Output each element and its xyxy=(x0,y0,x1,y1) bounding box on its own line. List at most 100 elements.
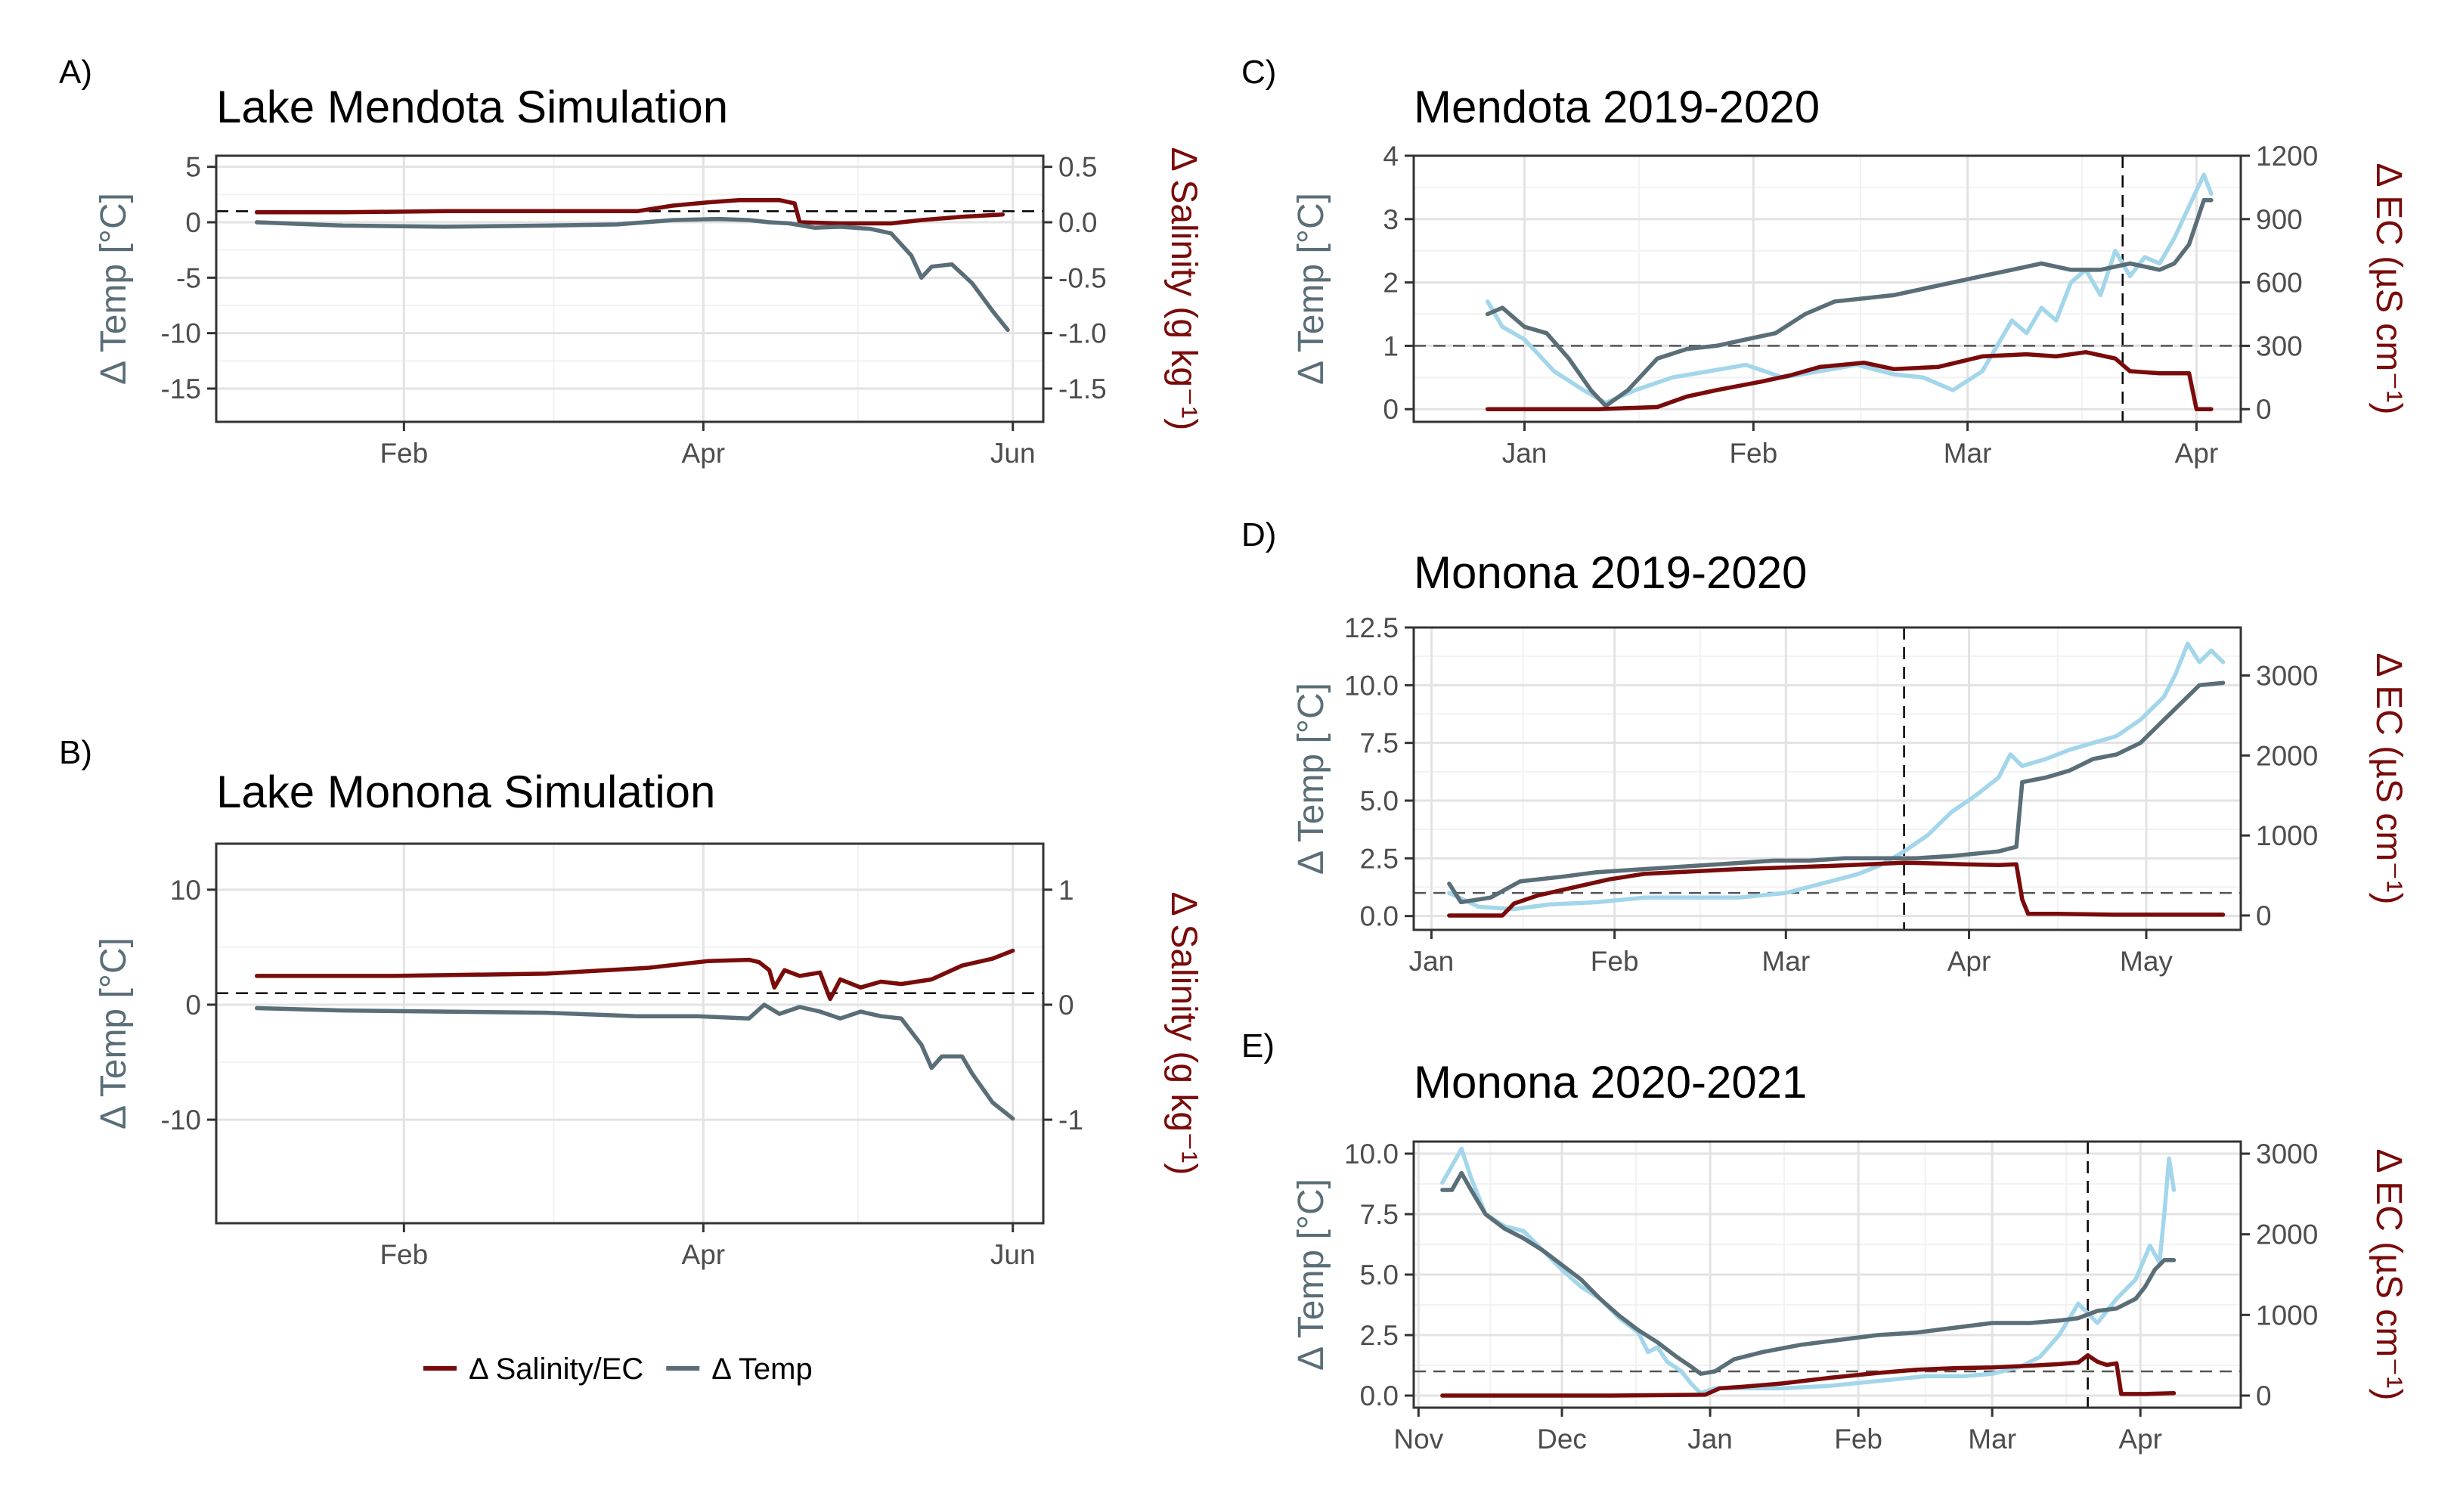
left-tick-label: 1 xyxy=(1383,330,1399,361)
x-tick-label: May xyxy=(2120,946,2173,977)
plot-frame xyxy=(1412,154,2242,423)
left-tick-label: -10 xyxy=(161,318,201,349)
left-tick-label: 0 xyxy=(185,207,201,238)
panel-letter: D) xyxy=(1241,516,1276,553)
panel-title: Monona 2020-2021 xyxy=(1414,1057,1807,1108)
panel-c: Jan Feb Mar Apr 4 3 2 1 0 1200 900 600 300 0 Δ Temp [°… xyxy=(1241,54,2409,469)
x-tick-label: Jan xyxy=(1409,946,1455,977)
left-tick-label: -5 xyxy=(176,262,201,293)
x-tick-label: Apr xyxy=(682,1239,726,1270)
panel-title: Monona 2019-2020 xyxy=(1414,547,1807,598)
left-tick-label: 4 xyxy=(1383,141,1399,172)
x-tick-label: Mar xyxy=(1968,1424,2016,1455)
series-group xyxy=(254,948,1015,1121)
x-tick-label: Feb xyxy=(380,438,428,469)
panel-letter: C) xyxy=(1241,54,1276,91)
left-tick-label: 5 xyxy=(185,152,201,183)
x-tick-label: Jan xyxy=(1687,1424,1733,1455)
series-line-temp xyxy=(1485,197,2214,408)
plot-background xyxy=(216,156,1043,422)
left-tick-label: 10 xyxy=(170,875,201,906)
right-tick-label: 300 xyxy=(2256,330,2303,361)
right-tick-label: -1.5 xyxy=(1058,373,1107,404)
right-tick-label: 2000 xyxy=(2256,740,2318,771)
plot-frame xyxy=(215,154,1045,423)
series-line-salinity xyxy=(1485,350,2214,411)
legend-label: Δ Temp xyxy=(711,1352,812,1386)
plot-background xyxy=(216,844,1043,1223)
x-tick-label: Feb xyxy=(1591,946,1639,977)
x-tick-label: Feb xyxy=(380,1239,428,1270)
right-axis-title: Δ EC (µS cm⁻¹) xyxy=(2369,163,2409,414)
x-tick-label: Apr xyxy=(2118,1424,2162,1455)
series-group xyxy=(1440,1146,2177,1398)
left-tick-label: 7.5 xyxy=(1360,728,1399,759)
right-axis-title: Δ EC (µS cm⁻¹) xyxy=(2369,652,2409,904)
left-tick-label: 10.0 xyxy=(1344,670,1399,701)
left-axis-title: Δ Temp [°C] xyxy=(1291,193,1331,385)
left-tick-label: 10.0 xyxy=(1344,1139,1399,1170)
left-tick-label: 3 xyxy=(1383,204,1399,235)
right-tick-label: 1000 xyxy=(2256,1300,2318,1331)
right-tick-label: 1200 xyxy=(2256,141,2318,172)
right-tick-label: 0 xyxy=(1058,990,1074,1021)
plot-background xyxy=(1414,627,2241,930)
x-tick-label: Feb xyxy=(1834,1424,1882,1455)
right-tick-label: -0.5 xyxy=(1058,262,1107,293)
plot-background xyxy=(1414,156,2241,422)
panel-title: Mendota 2019-2020 xyxy=(1414,82,1820,132)
panel-letter: A) xyxy=(59,54,92,91)
series-line-temp xyxy=(254,1002,1015,1121)
right-tick-label: 0 xyxy=(2256,900,2272,931)
panel-letter: B) xyxy=(59,734,92,771)
series-line-salinity xyxy=(1447,860,2226,918)
series-group xyxy=(1447,641,2226,918)
left-axis-title: Δ Temp [°C] xyxy=(94,193,134,385)
series-line-temp xyxy=(1440,1170,2177,1376)
right-tick-label: 0.5 xyxy=(1058,152,1097,183)
panel-d: Jan Feb Mar Apr May 12.5 10.0 7.5 5.0 2.5 0.0 3000 2… xyxy=(1241,516,2409,977)
panel-a: Feb Apr Jun 5 0 -5 -10 -15 0.5 0.0 -0.5 -1.0 -1.5 Δ T… xyxy=(59,54,1204,469)
x-tick-label: Jan xyxy=(1502,438,1548,469)
series-group xyxy=(1485,172,2214,411)
x-tick-label: Dec xyxy=(1537,1424,1587,1455)
right-tick-label: 0 xyxy=(2256,1380,2272,1411)
series-line-temp xyxy=(254,216,1010,333)
x-tick-label: Mar xyxy=(1944,438,1992,469)
left-tick-label: -15 xyxy=(161,373,201,404)
legend: Δ Salinity/EC Δ Temp xyxy=(423,1352,813,1386)
left-tick-label: 12.5 xyxy=(1344,612,1399,643)
right-axis-title: Δ Salinity (g kg⁻¹) xyxy=(1163,892,1204,1176)
right-tick-label: 1000 xyxy=(2256,820,2318,851)
left-tick-label: 7.5 xyxy=(1360,1199,1399,1230)
left-tick-label: 0 xyxy=(1383,394,1399,425)
x-tick-label: Apr xyxy=(2175,438,2219,469)
panel-e: Nov Dec Jan Feb Mar Apr 10.0 7.5 5.0 2.5 0.0 3000 20… xyxy=(1241,1027,2409,1455)
x-tick-label: Nov xyxy=(1393,1424,1443,1455)
x-tick-label: Jun xyxy=(990,1239,1036,1270)
plot-frame xyxy=(1412,626,2242,931)
right-tick-label: 2000 xyxy=(2256,1219,2318,1250)
left-tick-label: 0.0 xyxy=(1360,1380,1399,1411)
series-line-temp xyxy=(1447,680,2226,905)
x-tick-label: Jun xyxy=(990,438,1036,469)
right-tick-label: 3000 xyxy=(2256,1139,2318,1170)
panel-title: Lake Mendota Simulation xyxy=(216,82,728,132)
left-tick-label: 2 xyxy=(1383,268,1399,299)
right-tick-label: 0 xyxy=(2256,394,2272,425)
x-tick-label: Apr xyxy=(1947,946,1991,977)
panels: Feb Apr Jun 5 0 -5 -10 -15 0.5 0.0 -0.5 -1.0 -1.5 Δ T… xyxy=(59,54,2409,1455)
panel-letter: E) xyxy=(1241,1027,1275,1064)
series-line-salinity xyxy=(1440,1352,2177,1398)
series-line-salinity xyxy=(254,197,1005,226)
right-tick-label: -1.0 xyxy=(1058,318,1107,349)
left-tick-label: 5.0 xyxy=(1360,1259,1399,1290)
left-tick-label: -10 xyxy=(161,1105,201,1136)
series-line-observed-temp xyxy=(1447,641,2226,912)
legend-label: Δ Salinity/EC xyxy=(469,1352,643,1386)
left-axis-title: Δ Temp [°C] xyxy=(94,937,134,1129)
left-tick-label: 2.5 xyxy=(1360,1320,1399,1351)
left-axis-title: Δ Temp [°C] xyxy=(1291,683,1331,875)
right-tick-label: 1 xyxy=(1058,875,1074,906)
